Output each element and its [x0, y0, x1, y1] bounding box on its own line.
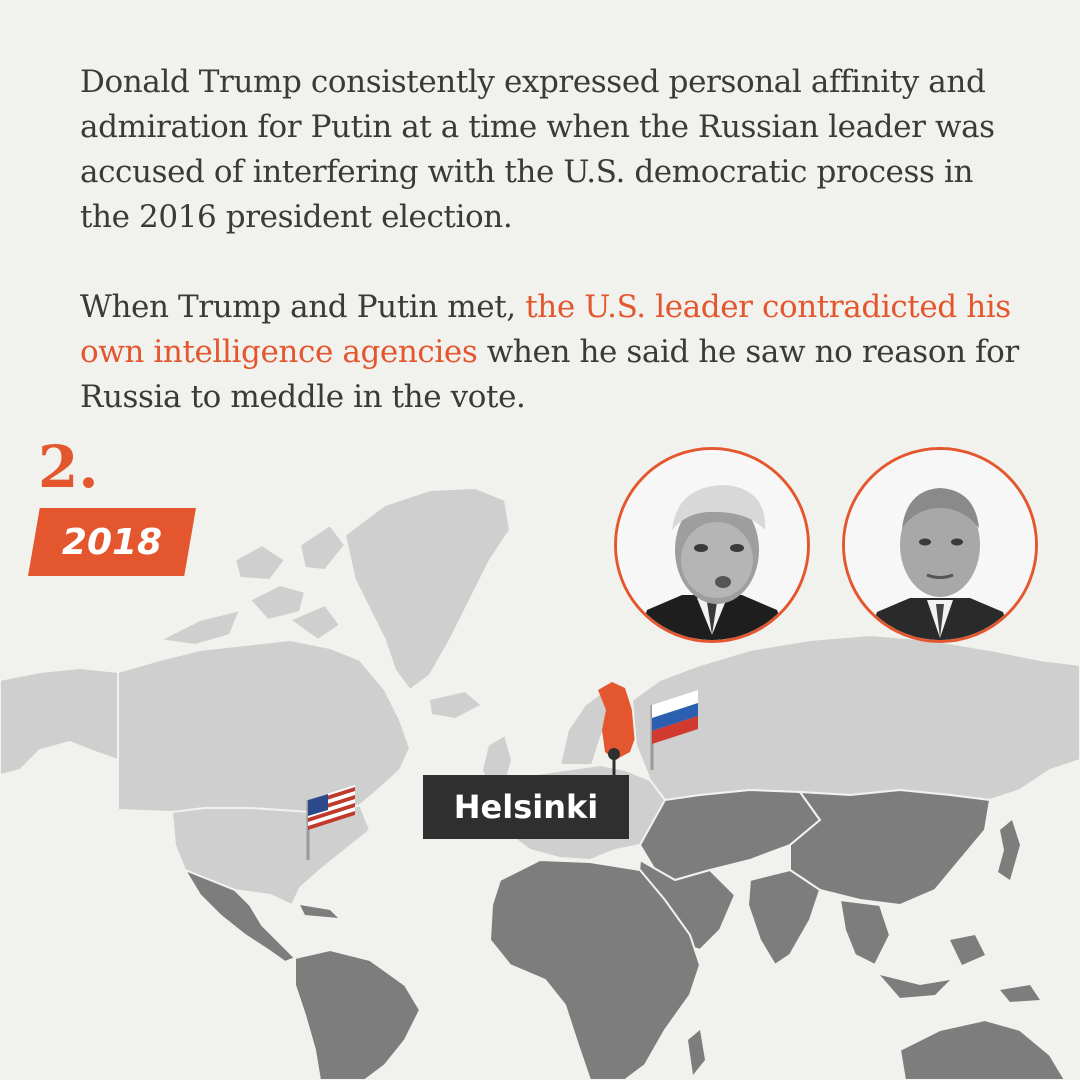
canada-shape: [117, 638, 412, 814]
meeting-paragraph: When Trump and Putin met, the U.S. leade…: [80, 285, 1030, 420]
india-shape: [746, 868, 822, 967]
russia-flag-icon: [650, 690, 698, 770]
africa-shape: [488, 858, 702, 1080]
alaska-shape: [0, 666, 119, 777]
helsinki-dot[interactable]: [608, 748, 620, 760]
meeting-text-before: When Trump and Putin met,: [80, 289, 526, 325]
putin-portrait: [842, 447, 1038, 643]
meeting-text-after: when he said he saw no reason for Russia…: [80, 334, 1019, 415]
australia-shape: [898, 1018, 1067, 1080]
east-asia-shape: [789, 788, 992, 907]
city-label-helsinki: Helsinki: [423, 775, 629, 839]
trump-portrait: [614, 447, 810, 643]
greenland-shape: [343, 486, 512, 692]
southeast-asia-shape: [838, 898, 892, 967]
russia-shape: [630, 633, 1080, 802]
step-number: 2.: [38, 433, 99, 501]
world-map: [0, 486, 1080, 1080]
us-flag-icon: [306, 785, 355, 860]
japan-shape: [998, 820, 1020, 880]
madagascar-shape: [688, 1030, 705, 1075]
highlight-link-text[interactable]: the U.S. leader contradicted his own int…: [80, 289, 1011, 370]
intro-paragraph: Donald Trump consistently expressed pers…: [80, 64, 995, 235]
iceland-shape: [430, 692, 480, 718]
south-america-shape: [294, 948, 422, 1080]
north-america-north: [0, 523, 412, 814]
year-text: 2018: [61, 521, 163, 563]
year-badge: 2018: [28, 508, 196, 576]
finland-highlight: [598, 682, 636, 760]
